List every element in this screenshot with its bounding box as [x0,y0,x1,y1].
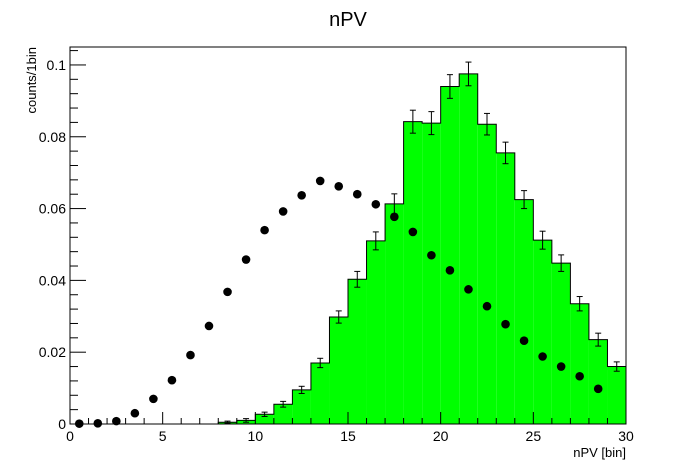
error-bar [298,385,305,394]
x-tick-label: 15 [340,428,356,444]
error-bar [521,190,528,210]
histogram-bar [255,414,274,424]
histogram-bar [310,362,330,424]
x-axis-label: nPV [bin] [573,445,626,460]
error-bar [576,296,583,312]
histogram-bar [440,86,460,424]
error-bar [261,411,268,417]
histogram-bar [570,303,589,424]
axes: 0 5 10 15 20 25 30 0 0.02 0.04 0.06 0.08 0.1 [39,50,634,444]
error-bar [243,418,250,423]
histogram-bar [292,389,311,424]
error-bar [428,111,435,136]
histogram-bar [551,263,571,424]
error-bar [446,74,453,99]
histogram-bar [514,199,534,424]
data-point [408,227,418,237]
chart-title: nPV [329,9,367,31]
data-point [241,255,251,264]
x-tick-label: 20 [433,428,449,444]
y-tick-label: 0.08 [39,129,66,145]
data-point [334,182,344,191]
error-bar [280,400,287,408]
data-point [260,225,269,235]
data-point [482,301,492,311]
data-point [538,352,547,361]
error-bar [409,109,416,134]
y-axis-label: counts/1bin [24,47,39,114]
y-tick-label: 0.04 [39,272,66,288]
y-tick-label: 0.1 [47,57,67,73]
histogram-bar [273,404,293,424]
error-bar [354,270,361,288]
error-bar [613,361,620,372]
data-point [352,189,362,199]
y-tick-label: 0 [58,416,66,432]
data-point [519,336,529,346]
error-bar [335,310,342,324]
data-point [112,416,121,426]
histogram-bar [496,152,515,424]
histogram-bar [385,203,404,424]
data-point [223,287,232,297]
histogram-error-bars [224,61,620,424]
error-bar [558,254,565,272]
x-tick-label: 10 [248,428,264,444]
y-tick-label: 0.02 [39,344,66,360]
data-point [556,362,566,371]
error-bar [465,61,472,87]
marker-points [74,176,603,428]
data-point [186,350,195,360]
error-bar [539,230,546,250]
x-tick-label: 30 [618,428,634,444]
data-point [93,418,103,428]
data-point [390,212,399,222]
x-tick-label: 0 [66,428,74,444]
histogram-bar [422,123,441,424]
histogram-bar [366,240,386,424]
error-bar [484,112,490,136]
histogram-bar [588,339,608,424]
data-point [464,285,473,294]
histogram-bar [459,73,478,424]
data-point [130,408,140,418]
data-point [593,384,603,394]
data-point [278,207,288,216]
x-tick-label: 5 [159,428,167,444]
error-bar [317,357,324,369]
data-point [575,371,584,381]
x-tick-label: 25 [526,428,542,444]
data-point [371,199,381,209]
histogram-bar [477,124,497,424]
data-point [427,250,436,260]
histogram-bars [70,73,627,425]
histogram-bar [403,121,423,424]
data-point [204,321,214,331]
error-bar [502,141,509,165]
histogram-bar [607,366,626,424]
error-bar [595,332,602,347]
data-point [501,319,510,329]
data-point [445,266,455,275]
histogram-bar [329,317,348,424]
data-point [297,190,306,200]
y-tick-label: 0.06 [39,201,66,217]
histogram-bar [348,279,367,424]
histogram-bar [533,240,552,424]
data-point [149,394,158,404]
error-bar [224,420,231,424]
error-bar [372,231,379,251]
data-point [315,176,325,186]
data-point [167,375,177,385]
